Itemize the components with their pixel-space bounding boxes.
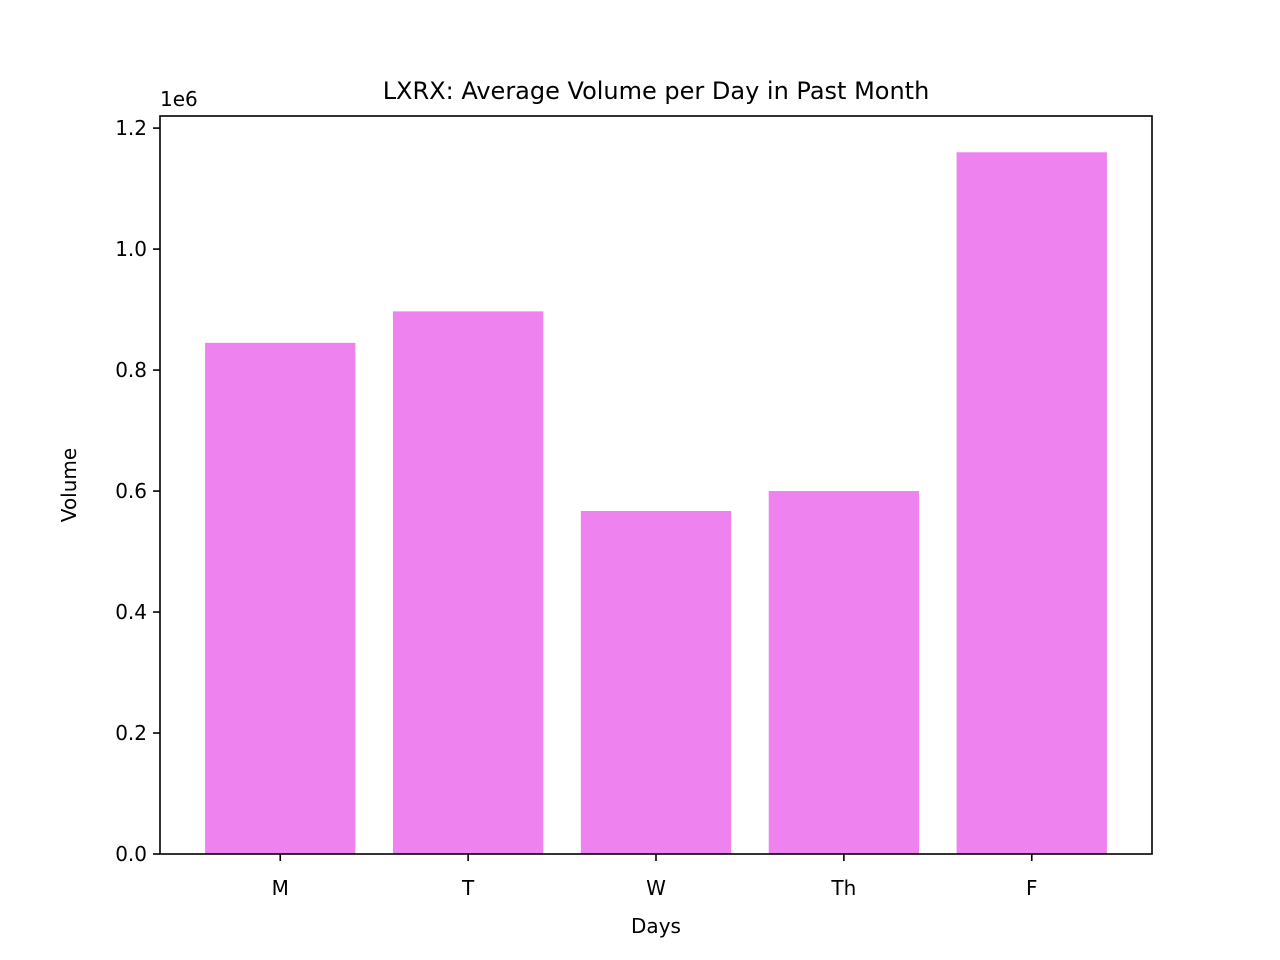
y-axis-label: Volume [57,448,81,522]
y-tick-label: 0.6 [115,479,147,503]
bar-t [392,311,544,854]
bar-m [205,342,356,854]
y-axis-multiplier: 1e6 [160,87,198,111]
x-tick-label-th: Th [830,876,856,900]
y-tick-label: 1.2 [115,116,147,140]
x-tick-label-t: T [461,876,475,900]
bar-th [768,491,920,854]
x-tick-label-m: M [272,876,289,900]
chart-title: LXRX: Average Volume per Day in Past Mon… [383,77,930,105]
y-tick-label: 0.4 [115,600,147,624]
bar-w [580,511,732,854]
y-tick-label: 0.8 [115,358,147,382]
y-tick-label: 0.0 [115,842,147,866]
x-tick-label-f: F [1026,876,1038,900]
y-tick-label: 1.0 [115,237,147,261]
y-tick-label: 0.2 [115,721,147,745]
y-axis: 0.0 0.2 0.4 0.6 0.8 1.0 1.2 [115,116,160,866]
x-axis-label: Days [631,914,681,938]
x-tick-label-w: W [646,876,666,900]
bar-f [956,152,1107,855]
x-axis: M T W Th F [272,854,1038,900]
bars-group [205,152,1107,855]
